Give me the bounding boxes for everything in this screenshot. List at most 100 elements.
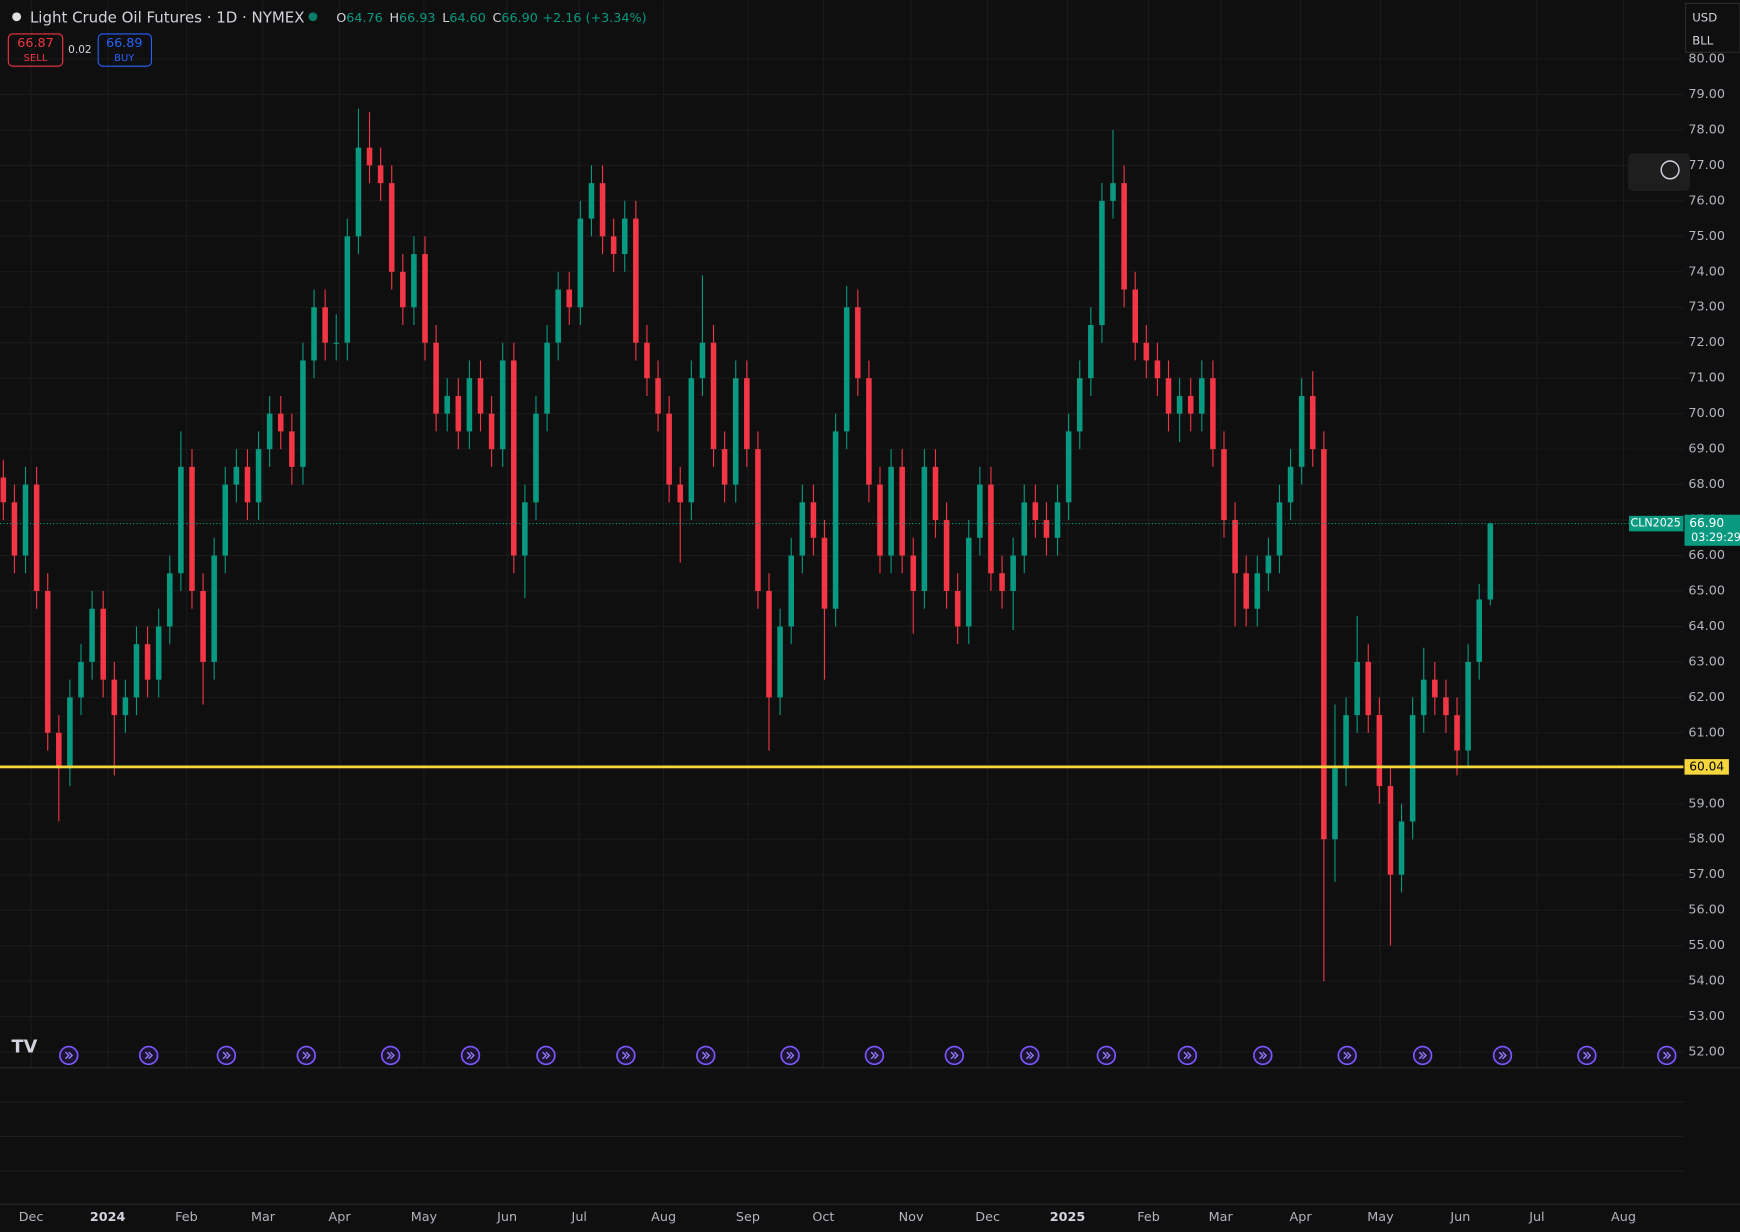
- candle-body: [866, 378, 872, 485]
- candle-body: [111, 679, 118, 716]
- event-arrow: [786, 1051, 795, 1060]
- candle-body: [555, 289, 561, 343]
- x-tick-label: Nov: [899, 1210, 924, 1225]
- x-tick-label: Jul: [571, 1210, 587, 1225]
- candle-body: [1332, 768, 1338, 840]
- candle-body: [222, 484, 229, 556]
- candle-body: [1165, 378, 1172, 414]
- y-tick-label: 65.00: [1688, 583, 1725, 598]
- candle-body: [1276, 502, 1283, 556]
- candle-body: [355, 147, 362, 237]
- event-arrow: [1259, 1051, 1268, 1060]
- candle-body: [1243, 573, 1249, 609]
- hline-label: 60.04: [1689, 759, 1724, 773]
- candle-body: [44, 590, 51, 733]
- y-tick-label: 78.00: [1688, 122, 1725, 137]
- x-tick-label: 2025: [1050, 1210, 1086, 1225]
- y-tick-label: 57.00: [1688, 867, 1725, 882]
- candle-body: [1454, 715, 1460, 751]
- x-tick-label: Mar: [251, 1210, 276, 1225]
- candle-body: [433, 342, 439, 414]
- candle-body: [0, 477, 7, 503]
- unit-box: [1685, 2, 1740, 53]
- candle-body: [377, 165, 384, 184]
- candle-body: [1187, 395, 1194, 414]
- x-tick-label: Mar: [1209, 1210, 1234, 1225]
- buy-price[interactable]: 66.89: [106, 36, 143, 51]
- symbol-tag-bg: [1629, 515, 1684, 532]
- x-tick-label: Sep: [736, 1210, 760, 1225]
- buy-button[interactable]: [97, 33, 153, 67]
- unit[interactable]: BLL: [1692, 34, 1713, 48]
- candle-body: [943, 520, 950, 591]
- candle-body: [1021, 502, 1028, 556]
- candle-body: [1143, 342, 1150, 361]
- y-tick-label: 68.00: [1688, 477, 1725, 492]
- candle-body: [954, 590, 961, 627]
- axes: 52.00 53.00 54.00 55.00 56.00 57.00 58.00 59.00…: [19, 51, 1740, 1225]
- candle-body: [633, 218, 639, 343]
- candle-body: [289, 431, 295, 467]
- candle-body: [1354, 661, 1360, 716]
- candle-body: [1054, 502, 1061, 538]
- candle-body: [155, 626, 162, 680]
- candle-body: [744, 378, 750, 450]
- ohlc-label: O: [336, 10, 346, 25]
- candle-body: [899, 466, 905, 556]
- candle-body: [965, 537, 972, 627]
- sell-button[interactable]: [7, 33, 64, 67]
- currency[interactable]: USD: [1692, 10, 1717, 24]
- candle-body: [799, 502, 806, 556]
- candle-body: [855, 307, 861, 379]
- candle-body: [67, 697, 73, 769]
- candle-body: [732, 378, 739, 485]
- y-tick-label: 61.00: [1688, 725, 1725, 740]
- candle-body: [1110, 183, 1116, 201]
- y-tick-label: 76.00: [1688, 193, 1725, 208]
- candle-body: [444, 395, 450, 414]
- candle-body: [477, 378, 484, 414]
- y-tick-label: 64.00: [1688, 619, 1725, 634]
- candle-body: [666, 413, 672, 485]
- candle-body: [677, 484, 684, 503]
- candle-body: [266, 413, 273, 450]
- ohlc-label: L: [442, 10, 450, 25]
- event-arrow: [622, 1051, 631, 1060]
- y-tick-label: 74.00: [1688, 264, 1725, 279]
- sell-price[interactable]: 66.87: [17, 36, 54, 51]
- event-arrow: [870, 1051, 879, 1060]
- candle-body: [1365, 661, 1372, 716]
- candle-body: [1221, 449, 1227, 521]
- x-tick-label: Feb: [175, 1210, 198, 1225]
- event-arrow: [466, 1051, 475, 1060]
- x-tick-label: Oct: [812, 1210, 834, 1225]
- y-tick-label: 59.00: [1688, 796, 1725, 811]
- candle-body: [1199, 378, 1205, 414]
- toolbar-button[interactable]: [1660, 160, 1680, 180]
- candle-body: [755, 449, 761, 591]
- candle-body: [1398, 821, 1405, 875]
- countdown: 03:29:29: [1691, 531, 1740, 544]
- candle-body: [466, 378, 473, 432]
- ohlc-value: 66.93: [399, 10, 436, 25]
- buy-label[interactable]: BUY: [114, 53, 135, 64]
- symbol-title[interactable]: Light Crude Oil Futures · 1D · NYMEX: [30, 8, 305, 26]
- candle-body: [122, 697, 129, 716]
- candle-body: [1298, 395, 1305, 467]
- floating-toolbar: [1627, 153, 1691, 191]
- candle-body: [877, 484, 883, 556]
- candle-body: [1121, 183, 1127, 290]
- candle-body: [366, 147, 373, 166]
- candle-body: [133, 644, 140, 698]
- event-arrow: [1583, 1051, 1592, 1060]
- candle-body: [499, 360, 506, 450]
- candle-body: [644, 342, 650, 379]
- x-tick-label: May: [411, 1210, 438, 1225]
- symbol-icon: [12, 12, 22, 22]
- sell-label[interactable]: SELL: [24, 53, 48, 64]
- candle-body: [688, 378, 695, 503]
- candle-body: [533, 413, 539, 503]
- candle-body: [1487, 523, 1494, 600]
- candle-body: [1065, 431, 1072, 503]
- y-tick-label: 53.00: [1688, 1009, 1725, 1024]
